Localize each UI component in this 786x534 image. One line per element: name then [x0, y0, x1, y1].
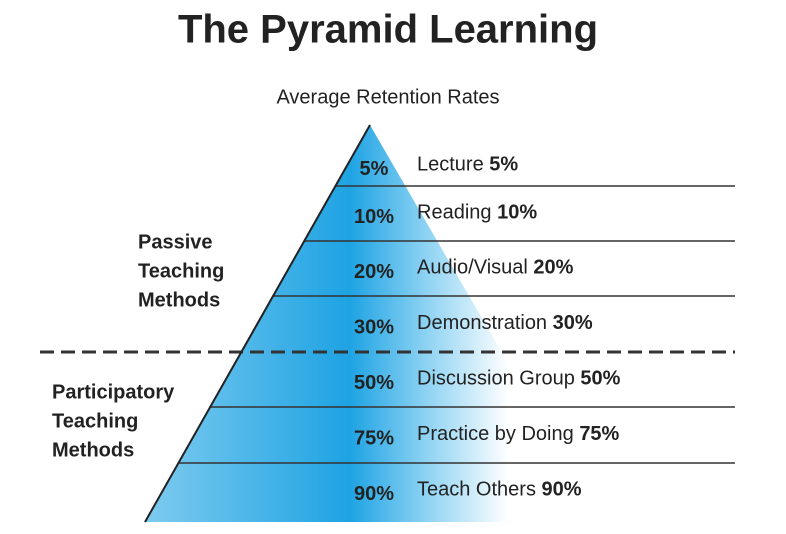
level-percent: 10%: [354, 206, 394, 228]
level-label: Discussion Group 50%: [417, 368, 621, 390]
group-label: Methods: [52, 439, 134, 461]
pyramid: [145, 125, 600, 522]
group-label: Methods: [138, 289, 220, 311]
level-label: Reading 10%: [417, 202, 537, 224]
level-name: Discussion Group: [417, 368, 575, 390]
level-name: Reading: [417, 202, 492, 224]
subtitle: Average Retention Rates: [276, 86, 499, 108]
level-percent: 75%: [354, 427, 394, 449]
level-percent: 50%: [354, 372, 394, 394]
level-name: Teach Others: [417, 479, 536, 501]
level-percent: 90%: [354, 483, 394, 505]
level-name: Audio/Visual: [417, 257, 528, 279]
level-name: Lecture: [417, 154, 484, 176]
level-label: Practice by Doing 75%: [417, 423, 620, 445]
level-label: Lecture 5%: [417, 154, 518, 176]
level-percent: 20%: [354, 261, 394, 283]
group-label: Participatory: [52, 381, 175, 403]
level-percent: 5%: [360, 158, 389, 180]
level-rate: 90%: [542, 479, 582, 501]
level-rate: 50%: [580, 368, 620, 390]
level-percent: 30%: [354, 316, 394, 338]
level-name: Demonstration: [417, 312, 547, 334]
title: The Pyramid Learning: [178, 8, 598, 52]
group-label: Teaching: [138, 260, 224, 282]
level-label: Demonstration 30%: [417, 312, 593, 334]
pyramid-edge: [144, 124, 371, 523]
level-rate: 5%: [489, 154, 518, 176]
level-label: Teach Others 90%: [417, 479, 582, 501]
group-label: Passive: [138, 231, 213, 253]
level-rate: 20%: [533, 257, 573, 279]
level-rate: 75%: [579, 423, 619, 445]
group-label: Teaching: [52, 410, 138, 432]
level-label: Audio/Visual 20%: [417, 257, 574, 279]
level-rate: 10%: [497, 202, 537, 224]
level-name: Practice by Doing: [417, 423, 574, 445]
level-rate: 30%: [553, 312, 593, 334]
